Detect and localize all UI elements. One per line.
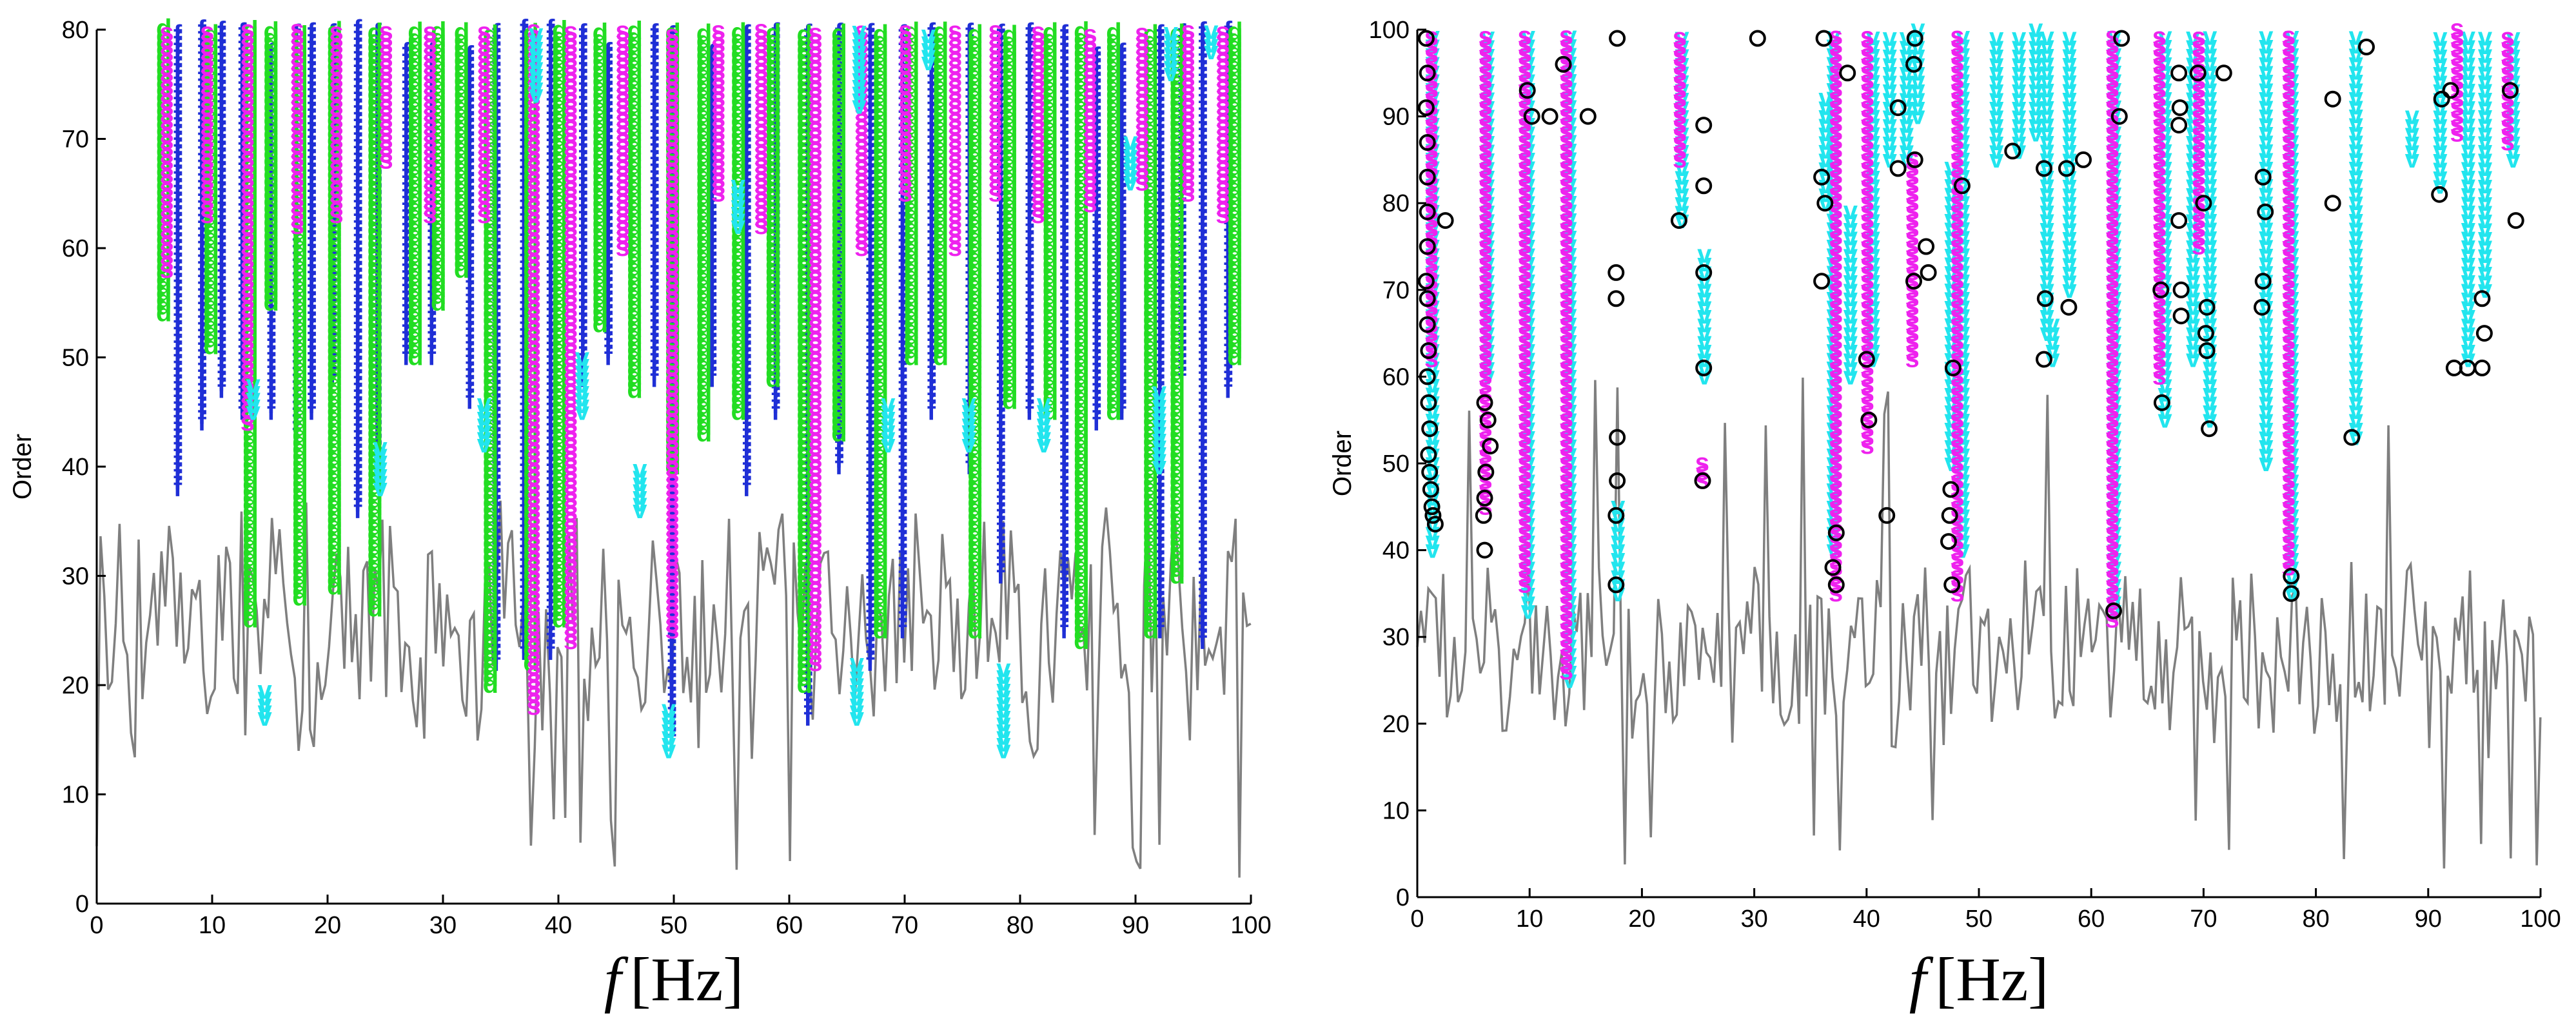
letter-marker-f: f [173,433,182,461]
letter-marker-f: f [578,19,587,48]
letter-marker-f: f [650,19,659,48]
letter-marker-f: f [173,453,182,481]
letter-marker-d: d [593,19,608,47]
letter-marker-f: f [173,155,182,184]
letter-marker-f: f [173,169,182,197]
letter-marker-f: f [173,385,182,414]
letter-marker-f: f [173,426,182,454]
letter-marker-f: f [1060,20,1069,48]
letter-marker-s: s [290,15,304,44]
letter-marker-d: d [967,20,983,48]
letter-marker-f: f [173,352,182,380]
letter-marker-f: f [173,298,182,326]
letter-marker-f: f [173,467,182,495]
letter-marker-f: f [173,203,182,231]
left-chart-panel: ffffffffffffffffffffffffffffffffffffffff… [8,15,1272,1014]
letter-marker-d: d [873,20,889,48]
letter-marker-f: f [173,399,182,427]
letter-marker-f: f [173,230,182,258]
letter-marker-f: f [173,372,182,400]
letter-marker-f: f [173,318,182,346]
letter-marker-f: f [173,209,182,238]
letter-marker-f: f [173,271,182,299]
letter-marker-d: d [1002,21,1018,49]
letter-marker-s: s [423,18,437,46]
letter-marker-d: d [696,20,712,48]
letter-marker-f: f [173,393,182,421]
letter-marker-f: f [173,379,182,407]
letter-marker-f: f [173,277,182,305]
letter-marker-s: s [329,18,344,46]
letter-marker-f: f [173,217,182,245]
letter-marker-f: f [173,264,182,292]
letter-marker-f: f [173,291,182,319]
letter-marker-f: f [173,284,182,313]
letter-marker-f: f [173,304,182,333]
letter-marker-f: f [173,358,182,387]
letter-marker-f: f [173,331,182,360]
letter-marker-f: f [173,325,182,353]
letter-marker-f: f [173,420,182,448]
letter-marker-f: f [173,365,182,394]
letter-marker-f: f [353,15,362,43]
letter-marker-f: f [173,196,182,224]
letter-marker-f: f [173,176,182,204]
letter-marker-f: f [173,189,182,218]
letter-marker-f: f [173,406,182,434]
spectrum-line [95,496,1252,878]
letter-marker-d: d [1106,18,1121,46]
letter-marker-d: d [831,20,847,48]
letter-marker-f: f [173,345,182,373]
letter-marker-s: s [200,18,214,46]
letter-marker-f: f [173,237,182,265]
letter-marker-f: f [173,474,182,502]
letter-marker-s: s [159,18,173,46]
letter-marker-d: d [731,18,747,46]
letter-marker-d: d [408,18,423,46]
letter-marker-f: f [173,311,182,340]
letter-marker-f: f [173,447,182,475]
letter-marker-f: f [173,250,182,278]
letter-marker-s: s [477,18,491,46]
letter-marker-f: f [173,257,182,286]
letter-marker-f: f [173,412,182,441]
letter-marker-f: f [173,142,182,170]
letter-marker-f: f [173,162,182,191]
letter-marker-d: d [264,17,279,46]
letter-marker-f: f [173,460,182,489]
letter-marker-s: s [379,17,393,46]
marker-layer: ffffffffffffffffffffffffffffffffffffffff… [156,15,1243,764]
letter-marker-d: d [454,18,469,46]
letter-marker-s: s [241,15,255,44]
letter-marker-f: f [308,18,317,46]
letter-marker-f: f [173,223,182,251]
letter-marker-f: f [173,338,182,367]
letter-marker-f: f [173,20,182,48]
letter-marker-f: f [173,244,182,272]
letter-marker-f: f [173,149,182,177]
letter-marker-f: f [173,182,182,211]
letter-marker-f: f [173,440,182,468]
